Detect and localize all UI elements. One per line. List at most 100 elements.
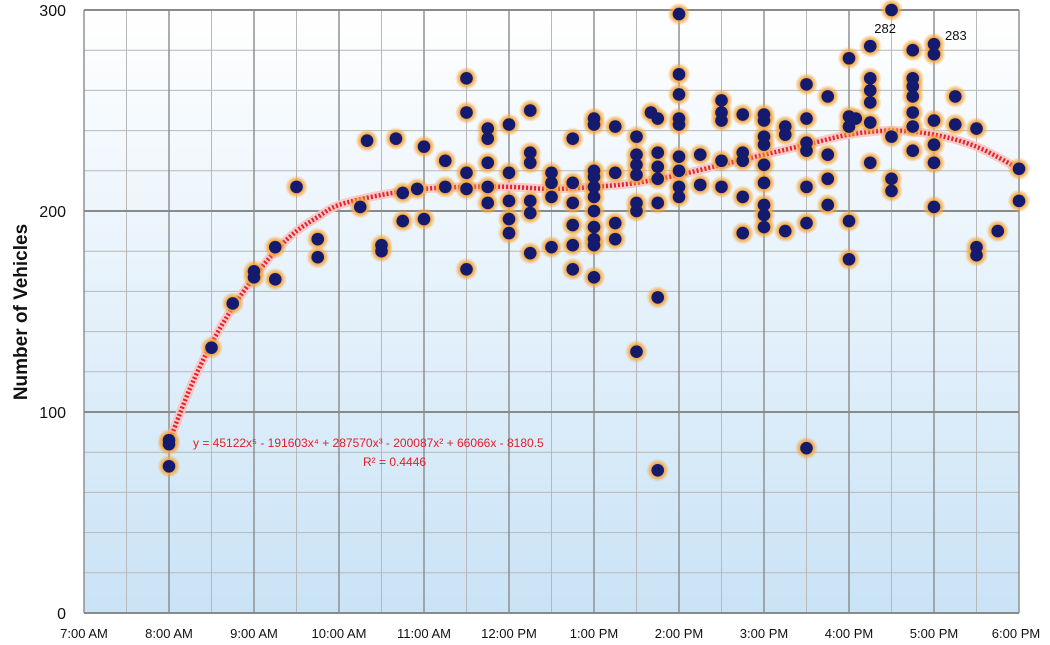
- data-point: [587, 271, 601, 284]
- data-point: [715, 94, 728, 107]
- data-point: [523, 246, 537, 260]
- data-point: [481, 180, 495, 194]
- data-point: [587, 220, 601, 234]
- data-point: [587, 180, 601, 194]
- data-point: [438, 180, 452, 194]
- data-point: [842, 51, 856, 65]
- data-point: [360, 134, 374, 147]
- data-point: [736, 154, 750, 168]
- data-point: [672, 7, 686, 21]
- trendline-equation: y = 45122x⁵ - 191603x⁴ + 287570x³ - 2000…: [193, 436, 544, 450]
- data-point: [587, 204, 601, 218]
- data-point: [672, 68, 686, 81]
- data-point: [502, 226, 516, 240]
- data-point: [849, 112, 863, 125]
- y-axis-label: Number of Vehicles: [11, 224, 32, 400]
- x-tick-label: 1:00 PM: [570, 626, 618, 641]
- data-point: [991, 224, 1005, 238]
- data-point: [162, 459, 176, 473]
- data-point: [460, 106, 473, 119]
- data-points: [162, 3, 1026, 477]
- annotation-label: 282: [874, 21, 896, 36]
- data-point: [672, 118, 686, 131]
- data-point: [502, 118, 516, 131]
- data-point: [800, 180, 813, 194]
- data-point: [948, 118, 962, 131]
- data-point: [630, 204, 643, 218]
- data-point: [608, 232, 622, 246]
- data-point: [757, 198, 771, 212]
- data-point: [757, 138, 771, 151]
- data-point: [502, 194, 516, 208]
- data-point: [608, 166, 622, 180]
- data-point: [821, 148, 835, 162]
- data-point: [460, 262, 473, 276]
- annotation-label: 283: [945, 28, 967, 43]
- y-tick-label: 100: [39, 405, 66, 422]
- x-tick-label: 3:00 PM: [740, 626, 788, 641]
- data-point: [885, 184, 898, 198]
- y-tick-label: 0: [57, 606, 66, 623]
- data-point: [502, 212, 516, 226]
- data-point: [545, 190, 558, 204]
- data-point: [863, 156, 877, 170]
- data-point: [481, 122, 495, 135]
- data-point: [800, 441, 813, 455]
- data-point: [715, 180, 728, 194]
- data-point: [672, 88, 686, 101]
- data-point: [162, 437, 176, 451]
- data-point: [672, 180, 686, 194]
- data-point: [651, 146, 665, 160]
- data-point: [757, 208, 771, 222]
- data-point: [927, 114, 941, 127]
- y-tick-label: 200: [39, 204, 66, 221]
- data-point: [757, 158, 771, 172]
- data-point: [736, 226, 750, 240]
- y-tick-label: 300: [39, 3, 66, 20]
- x-tick-label: 11:00 AM: [397, 626, 451, 641]
- data-point: [226, 297, 240, 310]
- data-point: [821, 198, 835, 212]
- data-point: [651, 196, 665, 210]
- data-point: [778, 128, 792, 141]
- data-point: [715, 154, 728, 168]
- data-point: [523, 104, 537, 117]
- data-point: [481, 156, 495, 170]
- data-point: [608, 120, 622, 133]
- data-point: [566, 132, 580, 145]
- data-point: [927, 200, 941, 214]
- x-tick-label: 12:00 PM: [481, 626, 537, 641]
- data-point: [587, 170, 601, 184]
- data-point: [481, 196, 495, 210]
- data-point: [545, 176, 558, 190]
- data-point: [460, 166, 473, 180]
- data-point: [927, 37, 941, 51]
- point-annotations: 298300282283: [650, 0, 967, 43]
- data-point: [438, 154, 452, 168]
- data-point: [545, 240, 558, 254]
- data-point: [566, 262, 580, 276]
- data-point: [353, 200, 367, 214]
- data-point: [247, 271, 261, 284]
- data-point: [757, 220, 771, 234]
- data-point: [927, 138, 941, 151]
- data-point: [630, 158, 643, 172]
- data-point: [863, 84, 877, 97]
- data-point: [523, 146, 537, 160]
- data-point: [715, 114, 728, 127]
- data-point: [651, 160, 665, 174]
- data-point: [396, 214, 410, 228]
- x-tick-labels: 7:00 AM 8:00 AM 9:00 AM 10:00 AM 11:00 AM 12:…: [60, 626, 1040, 641]
- data-point: [268, 240, 282, 254]
- data-point: [693, 148, 707, 162]
- data-point: [460, 182, 473, 196]
- data-point: [970, 122, 983, 135]
- data-point: [906, 144, 920, 157]
- data-point: [863, 39, 877, 53]
- x-tick-label: 10:00 AM: [312, 626, 367, 641]
- data-point: [566, 238, 580, 252]
- data-point: [948, 90, 962, 103]
- x-tick-label: 4:00 PM: [825, 626, 873, 641]
- data-point: [630, 168, 643, 182]
- data-point: [821, 90, 835, 103]
